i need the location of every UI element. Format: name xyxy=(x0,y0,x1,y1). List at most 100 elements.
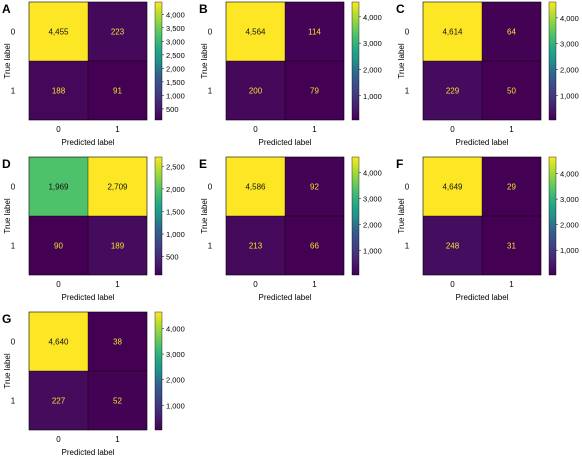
panel-d-colorbar-label: 2,000 xyxy=(166,185,185,194)
panel-e-cell-label-0-1: 92 xyxy=(310,183,319,192)
panel-b-cell-0-0 xyxy=(226,2,285,61)
panel-b-ytick-0: 0 xyxy=(208,28,213,37)
panel-e-cell-0-1 xyxy=(285,157,344,216)
panel-c-letter: C xyxy=(396,2,405,16)
panel-e-cell-1-0 xyxy=(226,216,285,275)
panel-c-cell-0-0 xyxy=(423,2,482,61)
panel-f-colorbar-label: 1,000 xyxy=(560,246,579,255)
panel-a-xtick-0: 0 xyxy=(56,125,61,134)
panel-e-xtick-1: 1 xyxy=(312,280,317,289)
panel-c-ytick-1: 1 xyxy=(405,87,410,96)
panel-a-colorbar-label: 1,500 xyxy=(166,78,185,87)
panel-f-colorbar-label: 4,000 xyxy=(560,170,579,179)
panel-d-xlabel: Predicted label xyxy=(62,293,115,302)
panel-c-ytick-0: 0 xyxy=(405,28,410,37)
panel-d-cell-label-0-0: 1,969 xyxy=(48,183,69,192)
panel-c-colorbar-label: 1,000 xyxy=(560,91,579,100)
panel-b-letter: B xyxy=(199,2,208,16)
panel-d-cell-0-0 xyxy=(29,157,88,216)
panel-d-ytick-0: 0 xyxy=(11,183,16,192)
panel-g-xlabel: Predicted label xyxy=(62,448,115,457)
panel-g-colorbar-label: 2,000 xyxy=(166,376,185,385)
panel-e-cell-label-1-1: 66 xyxy=(310,242,319,251)
panel-e-ytick-0: 0 xyxy=(208,183,213,192)
panel-c-xtick-0: 0 xyxy=(450,125,455,134)
panel-f-cell-label-1-0: 248 xyxy=(446,242,460,251)
panel-a-cell-1-0 xyxy=(29,61,88,120)
panel-b-cell-0-1 xyxy=(285,2,344,61)
panel-g-cell-label-1-1: 52 xyxy=(113,397,122,406)
panel-f-cell-label-0-1: 29 xyxy=(507,183,516,192)
panel-f-cell-0-0 xyxy=(423,157,482,216)
panel-g-ytick-1: 1 xyxy=(11,397,16,406)
panel-f-cell-label-0-0: 4,649 xyxy=(442,183,463,192)
panel-e-cell-0-0 xyxy=(226,157,285,216)
panel-g-xtick-0: 0 xyxy=(56,435,61,444)
panel-a-cell-0-0 xyxy=(29,2,88,61)
panel-f-xlabel: Predicted label xyxy=(456,293,509,302)
panel-f-colorbar-label: 2,000 xyxy=(560,221,579,230)
panel-f-letter: F xyxy=(396,157,403,171)
panel-g-letter: G xyxy=(2,312,11,326)
panel-b-cell-1-0 xyxy=(226,61,285,120)
panel-e-colorbar-label: 2,000 xyxy=(363,221,382,230)
panel-a-colorbar-label: 4,000 xyxy=(166,10,185,19)
panel-a-cell-0-1 xyxy=(88,2,147,61)
panel-a-cell-1-1 xyxy=(88,61,147,120)
panel-g-cell-label-1-0: 227 xyxy=(52,397,66,406)
panel-e-xlabel: Predicted label xyxy=(259,293,312,302)
panel-e-ylabel: True label xyxy=(200,198,209,234)
panel-c-cell-0-1 xyxy=(482,2,541,61)
panel-a-colorbar-label: 3,500 xyxy=(166,24,185,33)
panel-a-cell-label-1-1: 91 xyxy=(113,87,122,96)
panel-c-cell-1-0 xyxy=(423,61,482,120)
panel-a-ytick-1: 1 xyxy=(11,87,16,96)
panel-f-colorbar xyxy=(548,156,557,276)
panel-e-cell-label-1-0: 213 xyxy=(249,242,263,251)
panel-g-cell-label-0-0: 4,640 xyxy=(48,338,69,347)
panel-c-ylabel: True label xyxy=(397,43,406,79)
panel-e-cell-1-1 xyxy=(285,216,344,275)
panel-b-cell-label-0-1: 114 xyxy=(308,28,321,37)
panel-d-ytick-1: 1 xyxy=(11,242,16,251)
panel-f-ytick-0: 0 xyxy=(405,183,410,192)
panel-g-ytick-0: 0 xyxy=(11,338,16,347)
panel-d-xtick-1: 1 xyxy=(115,280,120,289)
panel-a-ylabel: True label xyxy=(3,43,12,79)
panel-e-colorbar-label: 3,000 xyxy=(363,194,382,203)
panel-g-cell-0-0 xyxy=(29,312,88,371)
panel-b-colorbar-label: 3,000 xyxy=(363,39,382,48)
panel-c-colorbar-label: 2,000 xyxy=(560,66,579,75)
panel-f-colorbar-label: 3,000 xyxy=(560,195,579,204)
panel-e-letter: E xyxy=(199,157,207,171)
panel-c-cell-label-1-1: 50 xyxy=(507,87,516,96)
panel-f-cell-label-1-1: 31 xyxy=(507,242,516,251)
panel-c-xtick-1: 1 xyxy=(509,125,514,134)
panel-f-cell-1-1 xyxy=(482,216,541,275)
panel-f-cell-1-0 xyxy=(423,216,482,275)
panel-c-colorbar xyxy=(548,1,557,121)
panel-g-cell-label-0-1: 38 xyxy=(113,338,122,347)
panel-b-colorbar-label: 4,000 xyxy=(363,13,382,22)
panel-f-ytick-1: 1 xyxy=(405,242,410,251)
panel-c-cell-1-1 xyxy=(482,61,541,120)
panel-d-colorbar-label: 1,500 xyxy=(166,207,185,216)
panel-e-xtick-0: 0 xyxy=(253,280,258,289)
panel-d-colorbar-label: 1,000 xyxy=(166,230,185,239)
panel-d-cell-label-0-1: 2,709 xyxy=(107,183,128,192)
panel-b-ylabel: True label xyxy=(200,43,209,79)
panel-d-xtick-0: 0 xyxy=(56,280,61,289)
panel-a-cell-label-0-0: 4,455 xyxy=(48,28,69,37)
panel-a-ytick-0: 0 xyxy=(11,28,16,37)
panel-f-cell-0-1 xyxy=(482,157,541,216)
panel-c-colorbar-label: 4,000 xyxy=(560,14,579,23)
panel-b-colorbar xyxy=(351,1,360,121)
panel-b-xtick-0: 0 xyxy=(253,125,258,134)
panel-d-colorbar xyxy=(154,156,163,276)
panel-a-colorbar-label: 2,500 xyxy=(166,51,185,60)
